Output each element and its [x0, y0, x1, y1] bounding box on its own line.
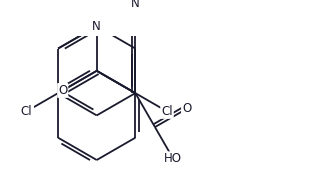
Text: N: N — [92, 20, 101, 33]
Text: Cl: Cl — [161, 105, 173, 118]
Text: HO: HO — [164, 152, 182, 165]
Text: N: N — [131, 0, 140, 10]
Text: Cl: Cl — [21, 105, 32, 118]
Text: O: O — [58, 84, 68, 97]
Text: O: O — [182, 102, 191, 115]
